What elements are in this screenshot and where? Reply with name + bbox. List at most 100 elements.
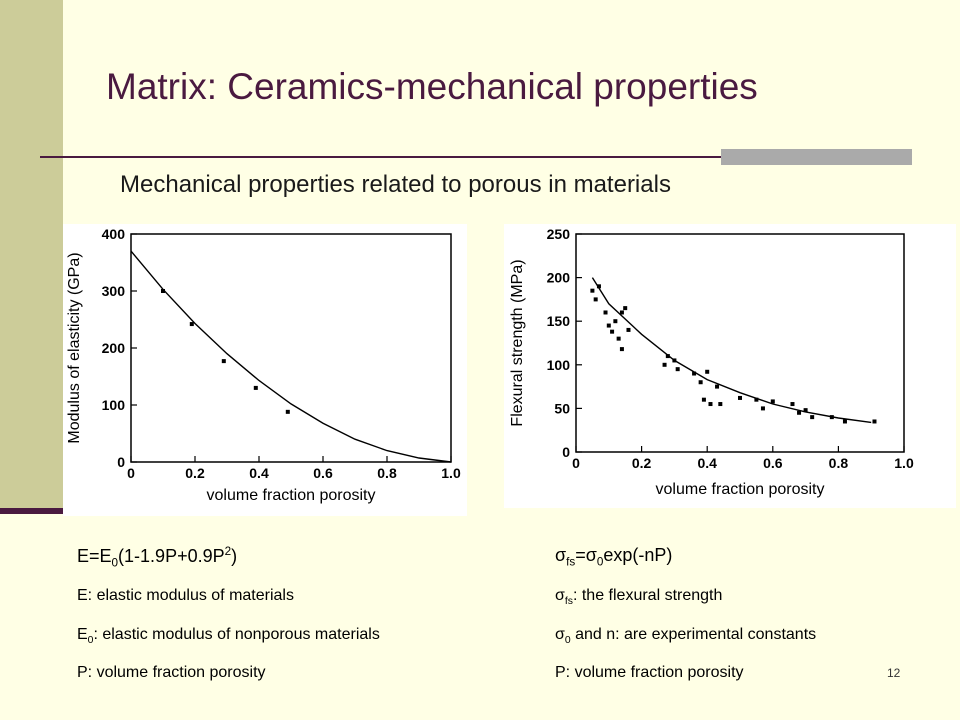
flexural-chart-panel: 0 0.2 0.4 0.6 0.8 1.0 0 50 100 150 200 250 volume fr… <box>504 224 956 508</box>
nonporous-modulus-definition: E0: elastic modulus of nonporous materia… <box>77 626 380 646</box>
text-subscript: 0 <box>564 635 571 647</box>
y-axis-label: Flexural strength (MPa) <box>509 259 526 426</box>
sidebar-band <box>0 0 63 512</box>
slide-subtitle: Mechanical properties related to porous … <box>120 171 671 198</box>
modulus-formula: E=E0(1-1.9P+0.9P2) <box>77 545 237 570</box>
data-point <box>590 288 595 293</box>
data-point <box>842 419 847 424</box>
data-point <box>603 310 608 315</box>
data-point <box>593 297 598 302</box>
data-point <box>606 323 611 328</box>
formula-part: exp(-nP) <box>603 545 673 565</box>
y-axis-label: Modulus of elasticity (GPa) <box>66 252 83 443</box>
data-point <box>613 319 618 324</box>
x-tick-label: 0.6 <box>763 455 783 471</box>
elasticity-chart-panel: 0 0.2 0.4 0.6 0.8 1.0 0 100 200 300 400 volume frac… <box>63 224 467 516</box>
x-axis-label: volume fraction porosity <box>656 481 825 498</box>
modulus-definition: E: elastic modulus of materials <box>77 587 294 604</box>
y-tick-label: 200 <box>547 270 571 286</box>
text-part: σ <box>555 626 565 643</box>
data-point <box>698 380 703 385</box>
text-part: : the flexural strength <box>572 587 723 604</box>
x-tick-label: 0.2 <box>185 465 205 481</box>
strength-formula: σfs=σ0exp(-nP) <box>555 545 672 569</box>
y-tick-label: 0 <box>117 454 125 470</box>
x-tick-label: 0.8 <box>377 465 397 481</box>
data-point <box>790 402 795 407</box>
porosity-definition-left: P: volume fraction porosity <box>77 664 266 681</box>
data-point <box>738 395 742 400</box>
x-tick-label: 0.8 <box>829 455 849 471</box>
x-axis-label: volume fraction porosity <box>207 487 376 504</box>
data-point <box>189 322 194 327</box>
elasticity-chart: 0 0.2 0.4 0.6 0.8 1.0 0 100 200 300 400 volume frac… <box>66 226 461 504</box>
data-point <box>662 362 667 367</box>
fit-curve <box>130 250 452 463</box>
data-point <box>665 354 670 359</box>
y-tick-label: 150 <box>547 313 571 329</box>
data-point <box>626 327 631 332</box>
data-point <box>770 399 775 404</box>
formula-subscript: fs <box>566 555 576 569</box>
data-point <box>705 369 710 374</box>
formula-part: E=E <box>77 546 112 566</box>
constants-definition: σ0 and n: are experimental constants <box>555 626 816 646</box>
y-tick-label: 100 <box>102 397 126 413</box>
plot-frame <box>130 233 452 463</box>
data-point <box>253 385 258 390</box>
y-tick-label: 0 <box>562 444 570 460</box>
data-point <box>718 402 723 407</box>
formula-subscript: 0 <box>111 556 119 570</box>
formula-part: σ <box>555 545 567 565</box>
data-point <box>672 358 677 363</box>
text-part: σ <box>555 587 565 604</box>
formula-subscript: 0 <box>596 555 604 569</box>
x-tick-label: 0 <box>572 455 580 471</box>
data-point <box>623 306 628 311</box>
sidebar-foot-bar <box>0 508 63 514</box>
fit-curve <box>591 277 872 424</box>
data-point <box>715 384 720 389</box>
data-point <box>675 367 680 372</box>
data-point <box>760 406 765 411</box>
data-point <box>619 347 624 352</box>
text-part: E <box>77 626 88 643</box>
x-tick-label: 0.2 <box>632 455 652 471</box>
data-point <box>810 415 815 420</box>
y-tick-label: 300 <box>102 283 126 299</box>
data-point <box>610 329 615 334</box>
flexural-strength-definition: σfs: the flexural strength <box>555 587 722 607</box>
text-subscript: fs <box>564 596 573 608</box>
data-point <box>797 410 802 415</box>
y-tick-label: 250 <box>547 226 571 242</box>
formula-part: (1-1.9P+0.9P <box>118 546 225 566</box>
formula-part: ) <box>231 546 238 566</box>
data-point <box>701 397 706 402</box>
slide-title: Matrix: Ceramics-mechanical properties <box>106 66 758 107</box>
y-tick-label: 200 <box>102 340 126 356</box>
data-point <box>285 409 290 414</box>
y-tick-label: 100 <box>547 357 571 373</box>
data-point <box>221 359 226 364</box>
title-divider <box>40 156 912 158</box>
text-part: and n: are experimental constants <box>570 626 817 643</box>
data-point <box>161 289 165 293</box>
y-tick-label: 400 <box>102 226 126 242</box>
formula-part: σ <box>585 545 597 565</box>
text-part: : elastic modulus of nonporous materials <box>93 626 380 643</box>
data-point <box>619 310 624 315</box>
data-point <box>692 371 697 376</box>
page-number: 12 <box>887 666 901 680</box>
y-tick-label: 50 <box>554 400 570 416</box>
data-point <box>803 408 808 413</box>
x-tick-label: 0.6 <box>313 465 333 481</box>
flexural-chart: 0 0.2 0.4 0.6 0.8 1.0 0 50 100 150 200 250 volume fr… <box>509 226 914 498</box>
title-divider-accent <box>721 149 912 165</box>
x-tick-label: 0 <box>127 465 135 481</box>
formula-part: = <box>575 545 586 565</box>
data-point <box>754 397 759 402</box>
x-tick-label: 0.4 <box>697 455 717 471</box>
plot-frame <box>575 233 905 453</box>
x-tick-label: 1.0 <box>894 455 914 471</box>
data-point <box>872 419 877 424</box>
